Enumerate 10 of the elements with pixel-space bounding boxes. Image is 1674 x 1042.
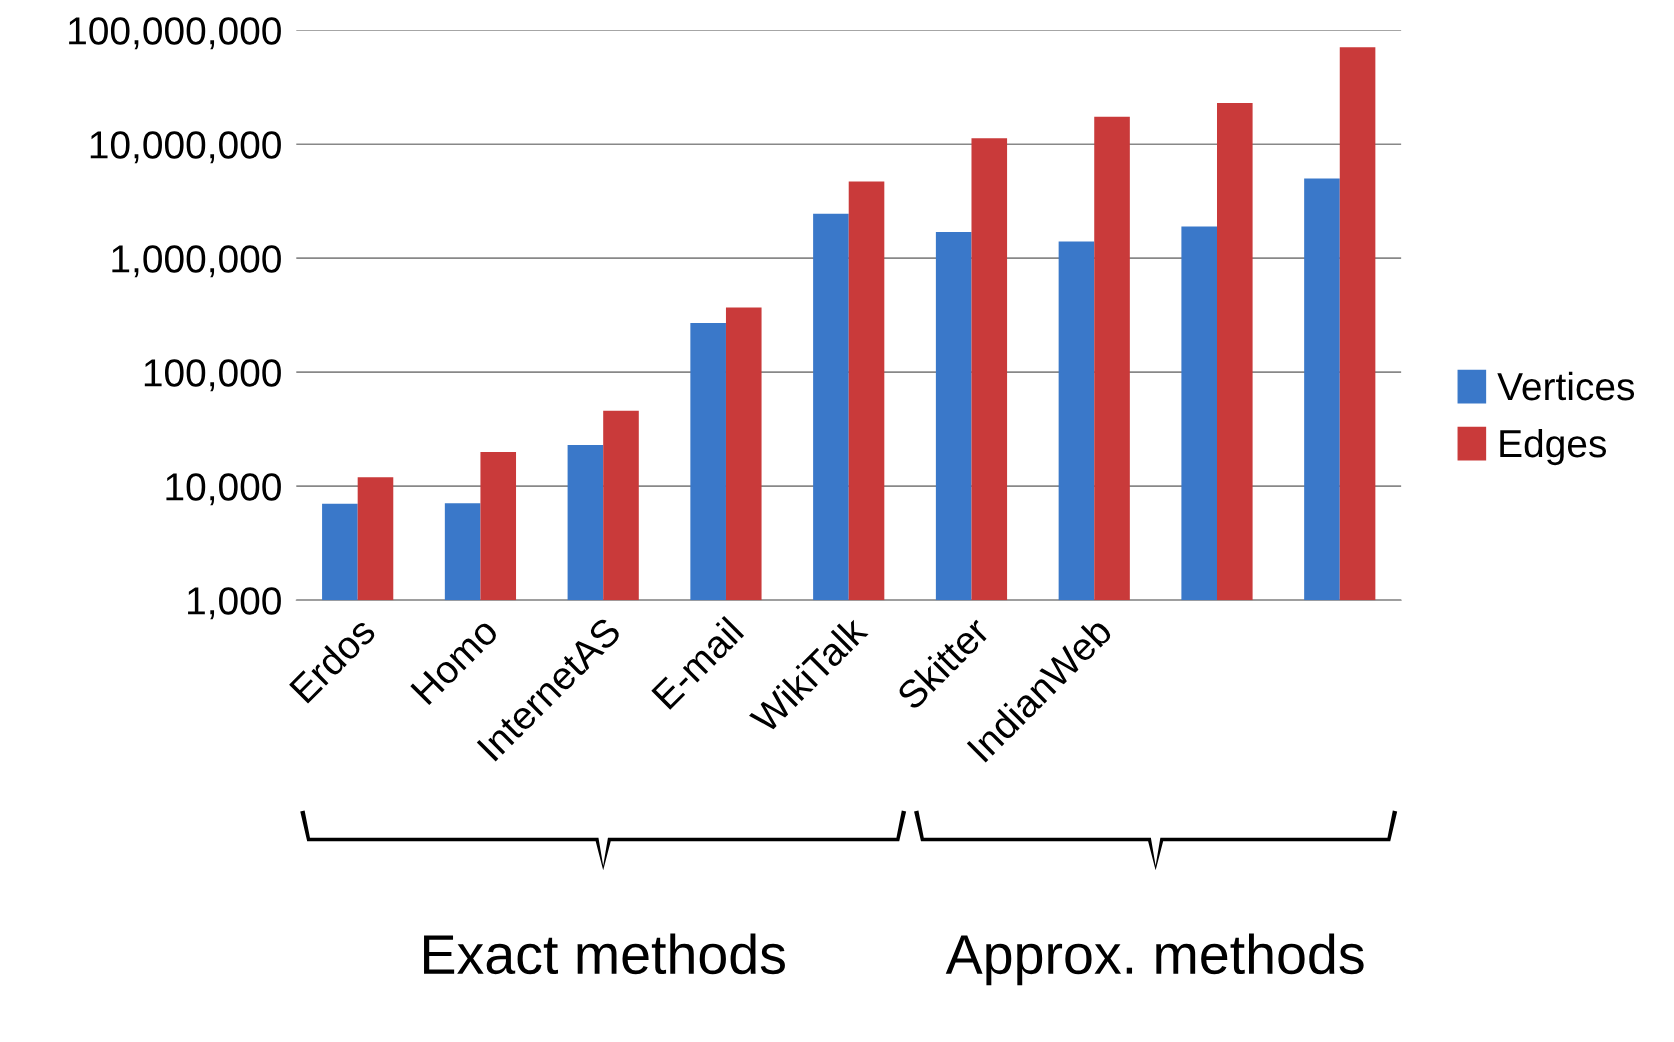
y-tick-label: 10,000,000 [90,131,281,164]
y-tick-label: 1,000,000 [112,245,281,278]
text: Exact methods [424,933,785,975]
legend-label: Vertices [1497,371,1635,401]
legend-label: Edges [1500,428,1606,466]
y-tick-label: 100,000,000 [69,17,281,50]
y-tick-label: 1,000 [188,587,281,620]
y-tick-label: 100,000 [144,359,281,392]
text: Approx. methods [945,933,1364,986]
y-tick-label: 10,000 [166,473,281,506]
